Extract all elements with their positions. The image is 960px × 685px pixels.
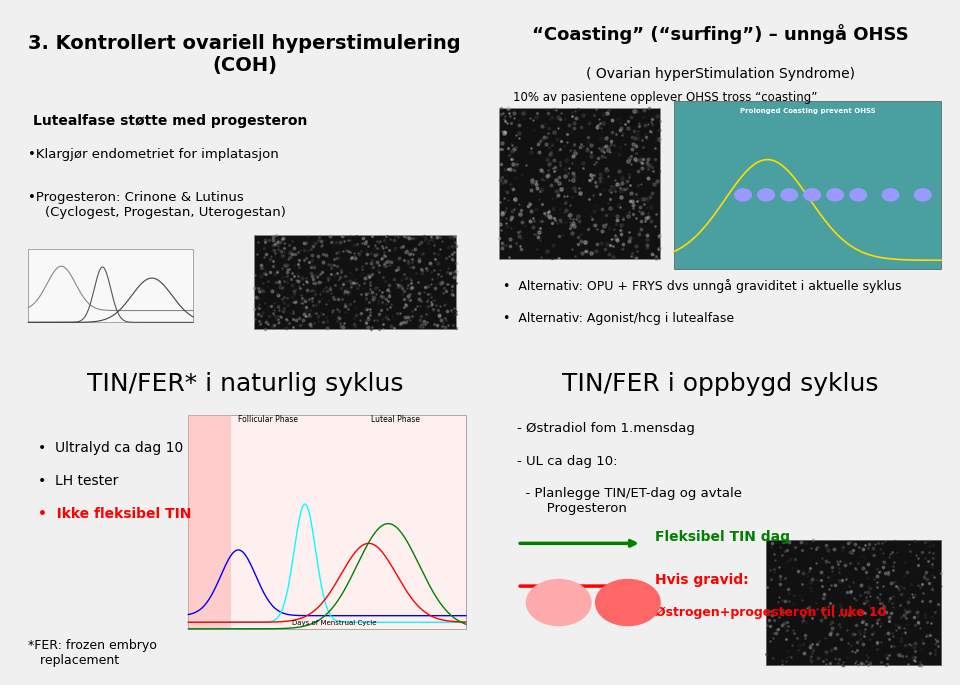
Text: •  Alternativ: OPU + FRYS dvs unngå graviditet i aktuelle syklus: • Alternativ: OPU + FRYS dvs unngå gravi… [503, 279, 902, 292]
Circle shape [526, 580, 591, 625]
Circle shape [882, 189, 899, 201]
FancyBboxPatch shape [188, 415, 230, 629]
FancyBboxPatch shape [766, 540, 941, 665]
Circle shape [804, 189, 821, 201]
Text: Fleksibel TIN dag: Fleksibel TIN dag [656, 530, 790, 544]
Text: •Klargjør endometriet for implatasjon: •Klargjør endometriet for implatasjon [29, 148, 279, 161]
Text: Lutealfase støtte med progesteron: Lutealfase støtte med progesteron [33, 114, 307, 128]
Text: •  LH tester: • LH tester [37, 474, 118, 488]
Text: *FER: frozen embryo
   replacement: *FER: frozen embryo replacement [29, 638, 157, 667]
Circle shape [780, 189, 798, 201]
Text: TIN/FER i oppbygd syklus: TIN/FER i oppbygd syklus [562, 373, 878, 397]
Circle shape [915, 189, 931, 201]
Text: •  Ultralyd ca dag 10: • Ultralyd ca dag 10 [37, 441, 183, 456]
Text: •  Ikke fleksibel TIN: • Ikke fleksibel TIN [37, 507, 191, 521]
Text: Østrogen+progesteron til uke 10: Østrogen+progesteron til uke 10 [656, 606, 887, 619]
Circle shape [595, 580, 660, 625]
Text: - Planlegge TIN/ET-dag og avtale
       Progesteron: - Planlegge TIN/ET-dag og avtale Progest… [517, 488, 742, 515]
FancyBboxPatch shape [29, 249, 193, 323]
Text: - Østradiol fom 1.mensdag: - Østradiol fom 1.mensdag [517, 422, 695, 435]
Text: 10% av pasientene opplever OHSS tross “coasting”: 10% av pasientene opplever OHSS tross “c… [513, 91, 817, 103]
Text: 3. Kontrollert ovariell hyperstimulering
(COH): 3. Kontrollert ovariell hyperstimulering… [29, 34, 461, 75]
Text: TIN/FER* i naturlig syklus: TIN/FER* i naturlig syklus [86, 373, 403, 397]
Circle shape [757, 189, 775, 201]
Text: Hvis gravid:: Hvis gravid: [656, 573, 749, 586]
FancyBboxPatch shape [188, 415, 466, 629]
Text: •Progesteron: Crinone & Lutinus
    (Cyclogest, Progestan, Uterogestan): •Progesteron: Crinone & Lutinus (Cycloge… [29, 192, 286, 219]
Text: “Coasting” (“surfing”) – unngå OHSS: “Coasting” (“surfing”) – unngå OHSS [532, 24, 908, 44]
Text: Luteal Phase: Luteal Phase [371, 415, 420, 424]
FancyBboxPatch shape [254, 235, 457, 329]
Text: ( Ovarian hyperStimulation Syndrome): ( Ovarian hyperStimulation Syndrome) [586, 67, 854, 82]
Circle shape [734, 189, 752, 201]
Text: Follicular Phase: Follicular Phase [238, 415, 299, 424]
FancyBboxPatch shape [499, 108, 660, 259]
Text: Prolonged Coasting prevent OHSS: Prolonged Coasting prevent OHSS [740, 108, 876, 114]
Circle shape [827, 189, 844, 201]
Text: Days of Menstrual Cycle: Days of Menstrual Cycle [292, 619, 376, 625]
Text: •  Alternativ: Agonist/hcg i lutealfase: • Alternativ: Agonist/hcg i lutealfase [503, 312, 734, 325]
FancyBboxPatch shape [674, 101, 941, 269]
Text: - UL ca dag 10:: - UL ca dag 10: [517, 455, 617, 468]
Circle shape [850, 189, 867, 201]
